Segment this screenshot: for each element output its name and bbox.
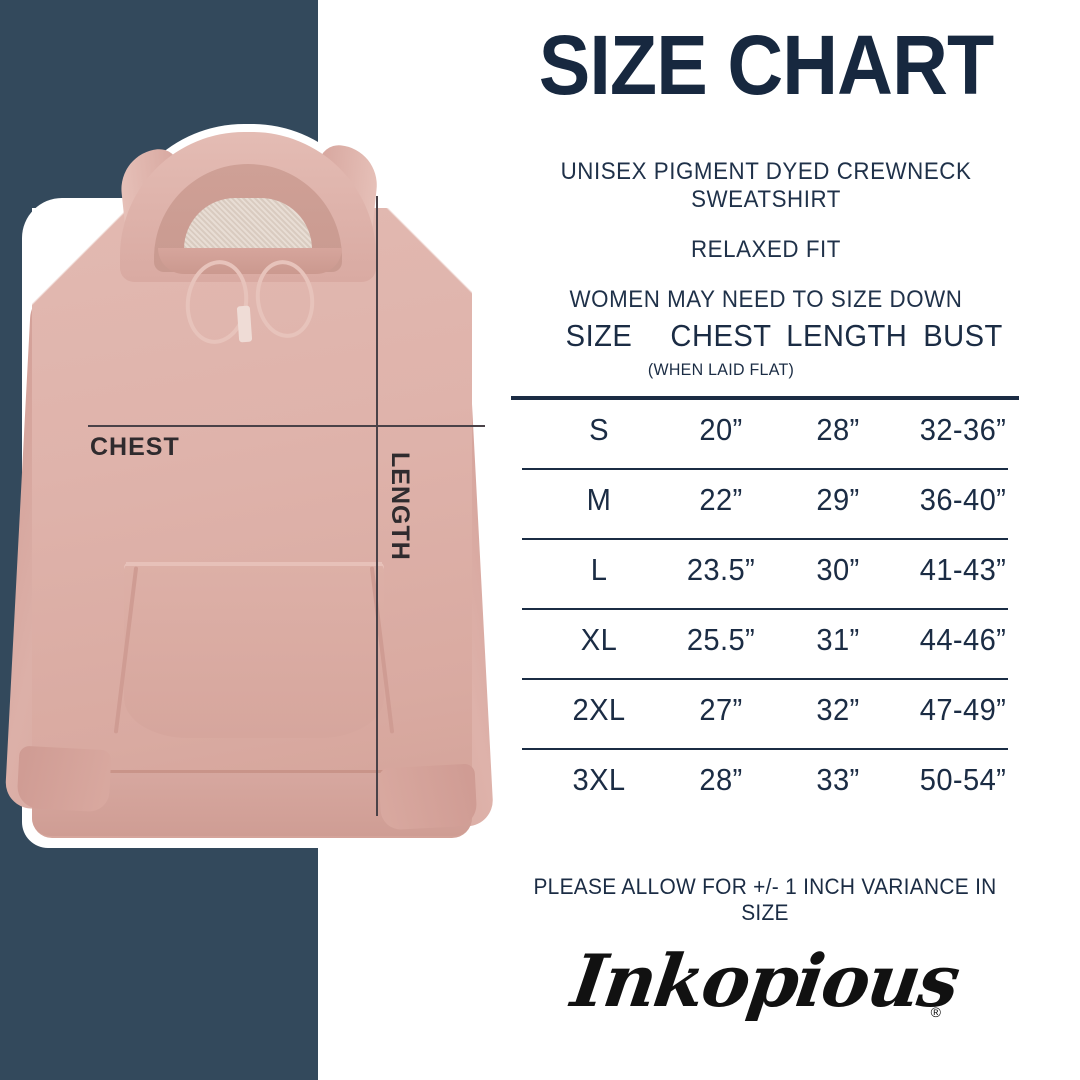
- cell-bust: 47-49”: [919, 692, 1007, 727]
- table-row: S 20” 28” 32-36”: [511, 400, 1019, 468]
- subtitle-line: UNISEX PIGMENT DYED CREWNECK SWEATSHIRT: [560, 158, 972, 213]
- column-header-bust: BUST: [923, 318, 1003, 353]
- left-cuff: [16, 745, 112, 813]
- subtitle-block: UNISEX PIGMENT DYED CREWNECK SWEATSHIRT …: [511, 158, 1021, 336]
- drawstring-aglet: [236, 305, 253, 343]
- column-header-size: SIZE: [565, 318, 633, 353]
- table-row: M 22” 29” 36-40”: [511, 470, 1019, 538]
- table-row: XL 25.5” 31” 44-46”: [511, 610, 1019, 678]
- cell-chest: 23.5”: [686, 552, 756, 587]
- table-header-row: SIZE CHEST LENGTH BUST (WHEN LAID FLAT): [511, 318, 1019, 396]
- cell-size: S: [589, 412, 609, 447]
- right-cuff: [378, 763, 478, 831]
- chest-measure-line: [88, 425, 485, 427]
- registered-trademark-icon: ®: [930, 1004, 941, 1020]
- cell-bust: 41-43”: [919, 552, 1007, 587]
- table-row: L 23.5” 30” 41-43”: [511, 540, 1019, 608]
- neck-band: [158, 248, 342, 274]
- cell-length: 33”: [816, 762, 860, 797]
- table-row-divider: [522, 748, 1008, 750]
- cell-length: 28”: [816, 412, 860, 447]
- kangaroo-pocket: [124, 562, 384, 738]
- cell-bust: 36-40”: [919, 482, 1007, 517]
- variance-note: PLEASE ALLOW FOR +/- 1 INCH VARIANCE IN …: [533, 874, 997, 925]
- cell-length: 29”: [816, 482, 860, 517]
- cell-bust: 44-46”: [919, 622, 1007, 657]
- chart-column: SIZE CHART UNISEX PIGMENT DYED CREWNECK …: [511, 0, 1021, 1080]
- cell-chest: 25.5”: [686, 622, 756, 657]
- subtitle-line: RELAXED FIT: [690, 236, 842, 263]
- sweatshirt-image: [4, 120, 513, 880]
- cell-chest: 28”: [699, 762, 743, 797]
- table-row: 3XL 28” 33” 50-54”: [511, 750, 1019, 818]
- hood-lining: [184, 198, 312, 256]
- column-header-length: LENGTH: [786, 318, 908, 353]
- cell-chest: 27”: [699, 692, 743, 727]
- table-header-divider: [511, 396, 1019, 400]
- brand-name: Inkopious: [566, 938, 964, 1023]
- cell-length: 31”: [816, 622, 860, 657]
- size-table: SIZE CHEST LENGTH BUST (WHEN LAID FLAT) …: [511, 318, 1019, 818]
- page-title: SIZE CHART: [538, 18, 994, 112]
- cell-size: XL: [580, 622, 618, 657]
- chest-measure-label: CHEST: [90, 433, 180, 461]
- brand-logo: Inkopious ®: [511, 928, 1019, 1048]
- cell-length: 32”: [816, 692, 860, 727]
- subtitle-line: WOMEN MAY NEED TO SIZE DOWN: [569, 286, 963, 313]
- cell-bust: 32-36”: [919, 412, 1007, 447]
- length-measure-line: [376, 196, 378, 816]
- cell-bust: 50-54”: [919, 762, 1007, 797]
- column-header-chest: CHEST: [670, 318, 772, 353]
- length-measure-label: LENGTH: [386, 452, 414, 561]
- cell-chest: 20”: [699, 412, 743, 447]
- table-row-divider: [522, 608, 1008, 610]
- table-row-divider: [522, 538, 1008, 540]
- column-sublabel-when-laid-flat: (WHEN LAID FLAT): [647, 360, 795, 379]
- cell-chest: 22”: [699, 482, 743, 517]
- product-photo: CHEST LENGTH: [0, 0, 520, 1080]
- cell-size: 2XL: [572, 692, 626, 727]
- hem-seam-line: [32, 770, 472, 773]
- table-row: 2XL 27” 32” 47-49”: [511, 680, 1019, 748]
- table-row-divider: [522, 678, 1008, 680]
- cell-length: 30”: [816, 552, 860, 587]
- table-row-divider: [522, 468, 1008, 470]
- cell-size: M: [586, 482, 612, 517]
- pocket-top-seam: [126, 562, 382, 566]
- cell-size: 3XL: [572, 762, 626, 797]
- cell-size: L: [590, 552, 608, 587]
